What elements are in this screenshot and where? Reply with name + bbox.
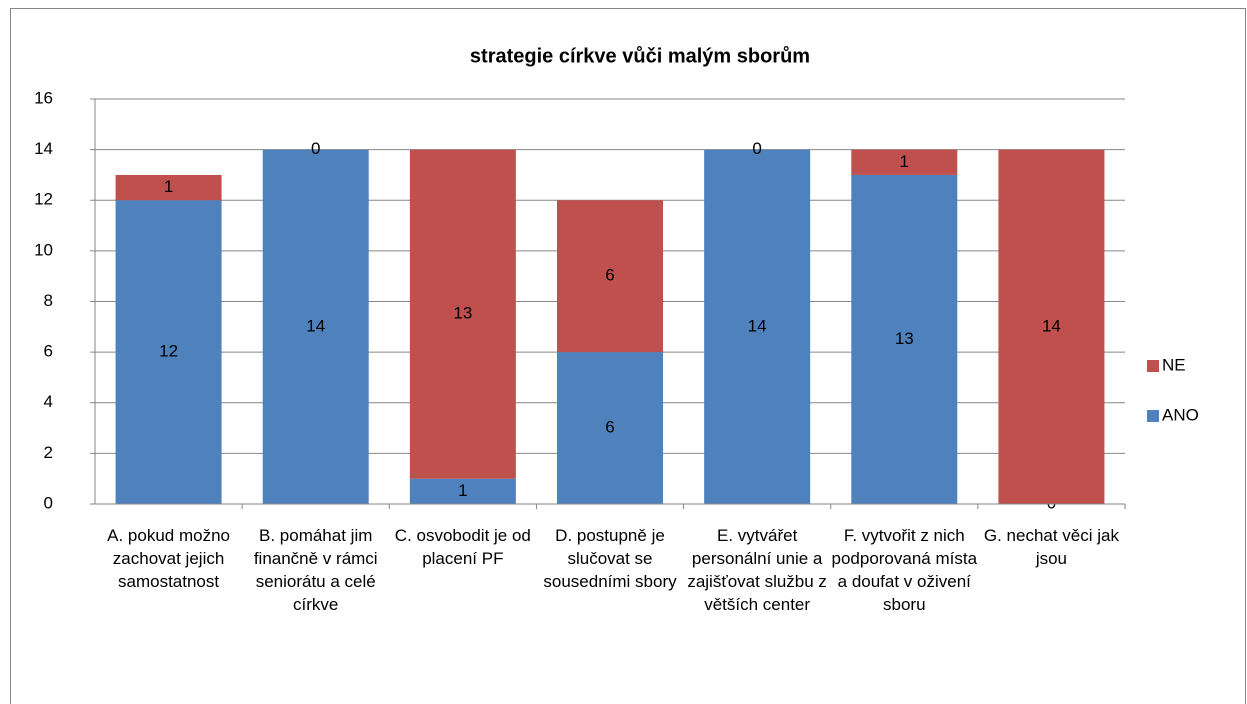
x-tick-label: C. osvobodit je od placení PF [394,526,531,568]
bar-segment [557,352,663,504]
data-label: 1 [164,177,173,196]
legend-swatch [1147,410,1159,422]
bar-segment [115,200,222,504]
x-tick-label: E. vytvářet personální unie a zajišťovat… [687,526,827,614]
data-label: 14 [306,316,325,335]
x-tick-label: G. nechat věci jak jsou [983,526,1119,568]
data-label: 14 [1042,316,1061,335]
y-tick-label: 8 [44,291,53,310]
bar-segment [409,149,516,479]
bar-segment [262,149,369,504]
x-tick-label: F. vytvořit z nich podporovaná místa a d… [831,526,978,614]
data-label: 0 [752,139,761,158]
data-label: 13 [453,304,472,323]
legend-swatch [1147,360,1159,372]
y-tick-label: 4 [44,392,53,411]
y-tick-label: 16 [34,88,53,107]
chart-title: strategie církve vůči malým sborům [470,45,810,67]
bar-segment [998,149,1105,504]
x-tick-label: B. pomáhat jim finančně v rámci seniorát… [253,526,378,614]
data-label: 6 [605,266,614,285]
data-label: 1 [458,481,467,500]
bar-segment [409,478,516,504]
bar-segment [704,149,811,504]
data-label: 14 [748,316,767,335]
y-tick-label: 6 [44,342,53,361]
y-tick-label: 12 [34,190,53,209]
data-label: 12 [159,342,178,361]
y-tick-label: 2 [44,443,53,462]
bar-segment [557,200,663,353]
legend-label: NE [1162,355,1186,374]
y-tick-label: 14 [34,139,53,158]
bar-segment [115,174,222,201]
legend-label: ANO [1162,405,1199,424]
data-label: 1 [900,152,909,171]
y-tick-label: 0 [44,493,53,512]
x-tick-label: A. pokud možno zachovat jejich samostatn… [107,526,230,591]
data-label: 6 [605,418,614,437]
data-label: 13 [895,329,914,348]
bar-segment [851,149,958,175]
x-tick-label: D. postupně je slučovat se sousedními sb… [543,526,677,591]
y-tick-label: 10 [34,240,53,259]
data-label: 0 [311,139,320,158]
bar-segment [851,174,958,504]
